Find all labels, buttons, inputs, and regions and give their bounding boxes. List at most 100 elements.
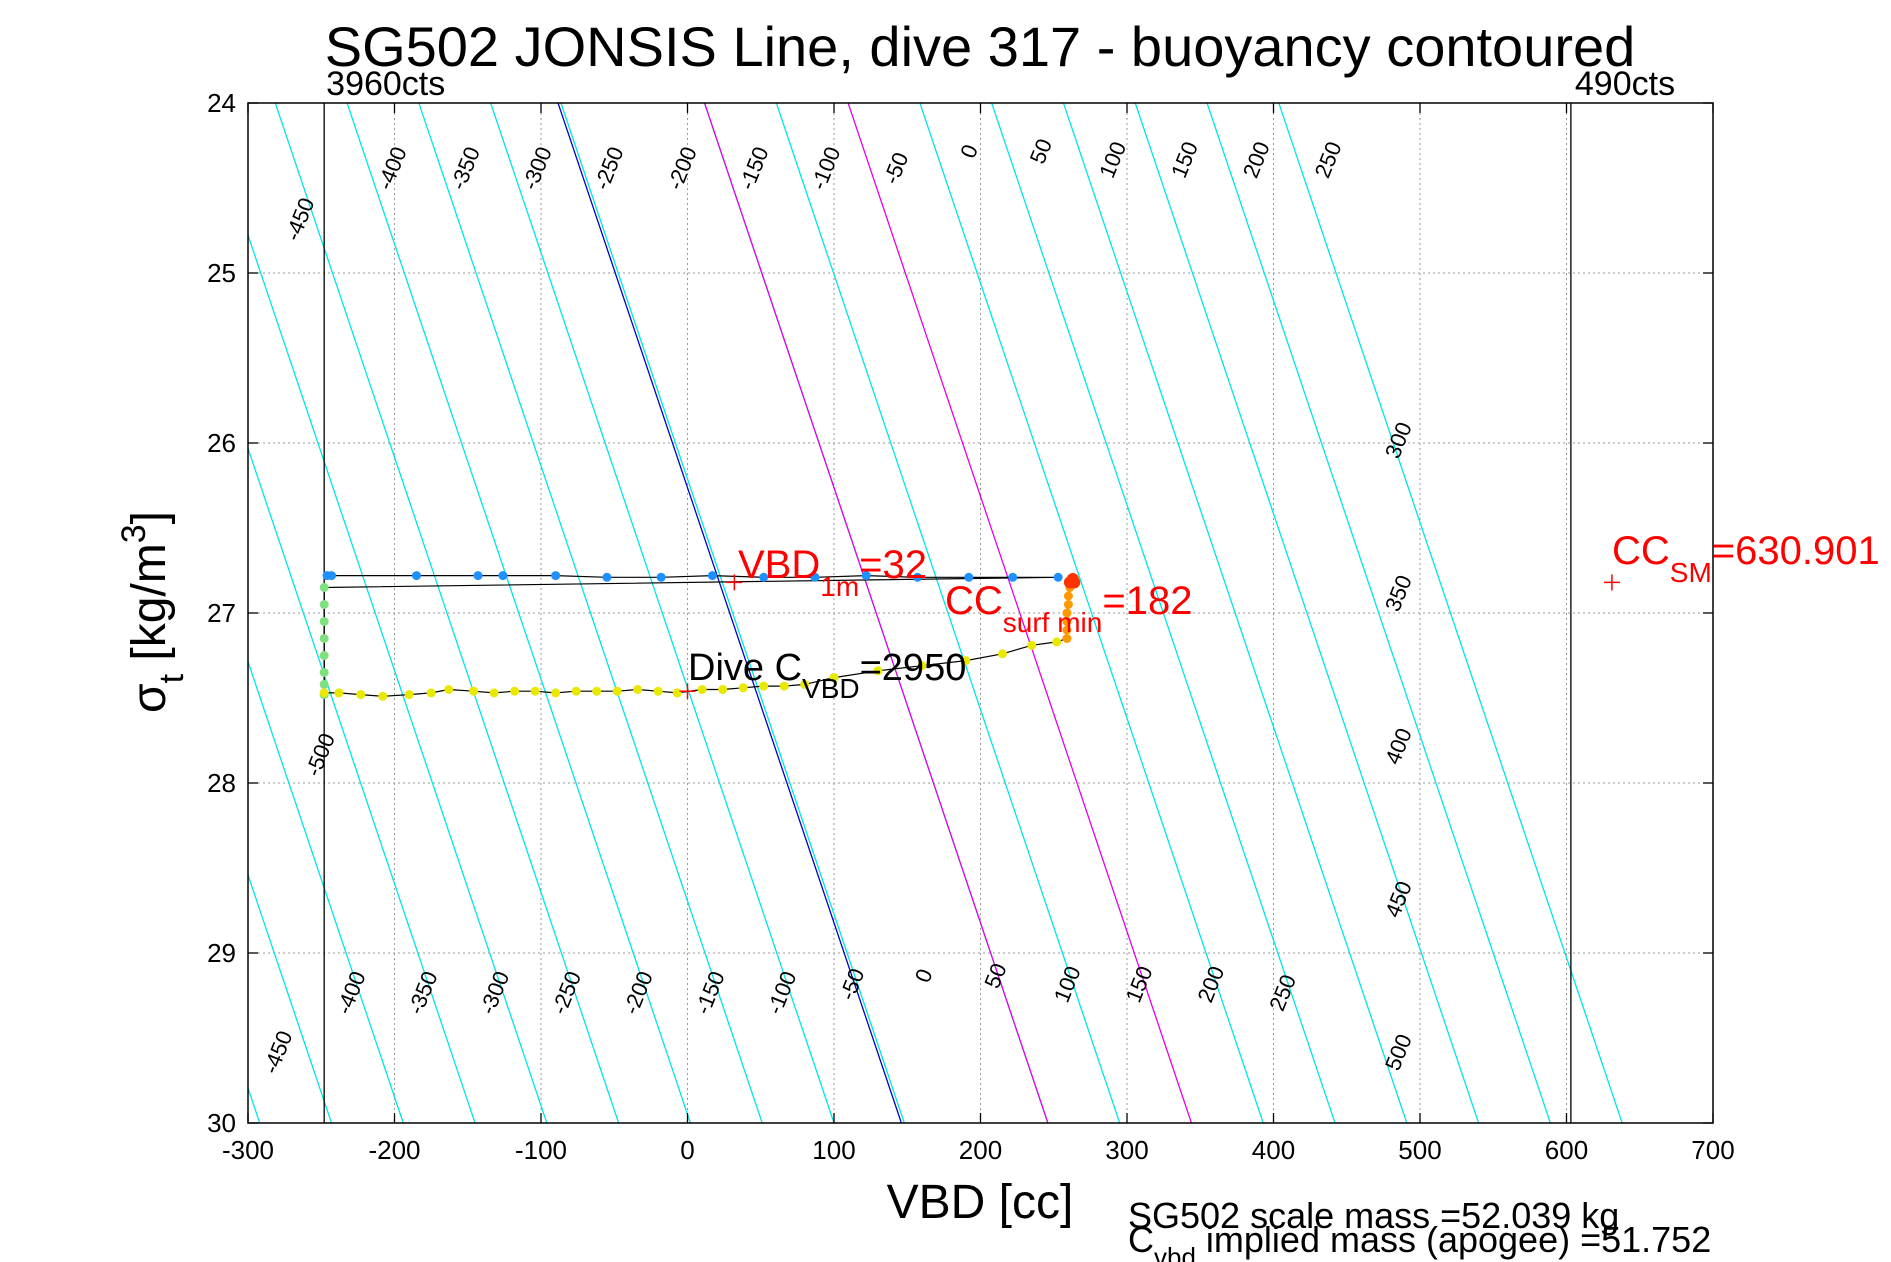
data-point-surface: [1063, 591, 1073, 601]
data-point-ascent: [426, 688, 436, 698]
data-point-ascent: [444, 685, 454, 694]
buoyancy-contours: [248, 103, 1623, 1123]
x-tick-label: 0: [680, 1135, 694, 1165]
contour-line: [248, 233, 548, 1123]
data-point-bottom: [319, 668, 329, 677]
contour-line: [703, 103, 1049, 1123]
data-point-surface: [1062, 625, 1072, 635]
contour-line: [919, 103, 1264, 1123]
data-point-descent: [1053, 572, 1063, 582]
vbd-1m-rest: =32: [859, 543, 927, 587]
y-axis-label-sup: 3: [115, 524, 153, 543]
implied-mass-rest: implied mass (apogee) =51.752: [1196, 1219, 1711, 1260]
implied-mass-main: C: [1128, 1219, 1154, 1260]
data-point-descent: [759, 572, 769, 582]
data-point-ascent: [469, 686, 479, 696]
scale-mass-text: SG502 scale mass =52.039 kg: [1128, 1195, 1619, 1236]
data-point-ascent: [961, 656, 971, 666]
implied-mass-text: Cvbd implied mass (apogee) =51.752: [1128, 1219, 1711, 1262]
data-point-ascent: [917, 661, 927, 671]
contour-label: -350: [445, 143, 485, 193]
cc-sm-sub: SM: [1670, 557, 1712, 588]
cc-surf-min-main: CC: [945, 579, 1003, 623]
data-point-descent: [1008, 572, 1018, 582]
cc-sm-rest: =630.901: [1712, 529, 1880, 573]
x-tick-label: 700: [1691, 1135, 1734, 1165]
contour-label: 450: [1380, 877, 1417, 920]
y-axis-label-rest: [kg/m: [123, 543, 176, 674]
contour-label: 150: [1166, 138, 1203, 181]
contour-line: [775, 103, 1121, 1123]
contour-label: -400: [372, 143, 412, 193]
data-point-ascent: [759, 681, 769, 691]
count-line-label: 490cts: [1575, 65, 1675, 103]
x-tick-label: 100: [812, 1135, 855, 1165]
dive-points: [319, 571, 1081, 701]
data-point-ascent: [1052, 637, 1062, 647]
contour-label: 50: [1025, 135, 1057, 167]
contour-label: 350: [1380, 571, 1417, 614]
contour-label: 500: [1380, 1030, 1417, 1073]
y-axis-label-end: ]: [123, 511, 176, 524]
svg-text:σt [kg/m3]: σt [kg/m3]: [115, 511, 191, 713]
data-point-ascent: [779, 681, 789, 691]
contour-line: [1206, 103, 1552, 1123]
contour-line: [990, 103, 1336, 1123]
x-tick-label: 300: [1105, 1135, 1148, 1165]
contour-labels: -450-400 -350 -300 -250 -200 -150 -100 -50 0 50 10…: [258, 135, 1417, 1077]
contour-label: 50: [979, 960, 1011, 992]
data-point-descent: [411, 571, 421, 581]
contour-label: -50: [834, 965, 869, 1004]
grid-lines: [248, 103, 1713, 1123]
data-point-bottom: [319, 651, 329, 660]
data-point-ascent: [378, 691, 388, 701]
contour-line: [560, 103, 906, 1123]
contour-line: [1278, 103, 1623, 1123]
x-axis-label: VBD [cc]: [887, 1176, 1074, 1229]
contour-label: 100: [1049, 962, 1086, 1005]
data-point-ascent: [319, 688, 329, 698]
contour-label: -300: [517, 143, 557, 193]
data-point-ascent: [653, 686, 663, 696]
y-axis-label-main: σ: [123, 683, 176, 713]
data-point-ascent: [738, 683, 748, 693]
dive-cvbd-sub: VBD: [802, 673, 860, 704]
contour-label: -200: [662, 143, 702, 193]
data-point-ascent: [356, 690, 366, 700]
cc-surf-min-annotation: CCsurf min=182: [945, 579, 1192, 638]
x-tick-label: 200: [959, 1135, 1002, 1165]
y-tick-label: 26: [207, 428, 236, 458]
data-point-descent: [810, 572, 820, 582]
data-point-ascent: [612, 686, 622, 696]
data-point-bottom: [319, 634, 329, 643]
data-point-surface: [1062, 608, 1072, 618]
x-tick-label: 500: [1398, 1135, 1441, 1165]
data-point-bottom: [319, 617, 329, 626]
data-point-ascent: [997, 649, 1007, 659]
y-tick-label: 24: [207, 88, 236, 118]
y-tick-label: 30: [207, 1108, 236, 1138]
data-point-ascent: [489, 688, 499, 698]
dive-cvbd-rest: =2950: [860, 647, 967, 689]
count-lines: 3960cts 490cts: [323, 65, 1675, 1123]
data-point-surface: [1063, 600, 1073, 609]
data-point-bottom: [319, 679, 329, 689]
count-line-label: 3960cts: [326, 65, 445, 103]
data-point-ascent: [404, 690, 414, 700]
x-tick-label: -100: [515, 1135, 567, 1165]
contour-label: 400: [1380, 724, 1417, 767]
data-point-descent: [498, 571, 508, 581]
data-point-surface: [1062, 617, 1072, 626]
contour-label: 250: [1264, 971, 1301, 1014]
cc-surf-min-rest: =182: [1102, 579, 1192, 623]
x-tick-label: -300: [222, 1135, 274, 1165]
data-point-ascent: [697, 685, 707, 694]
data-point-ascent: [633, 685, 643, 694]
data-point-ascent: [718, 685, 728, 694]
data-point-surface-end: [1068, 576, 1081, 589]
contour-label: -150: [734, 143, 774, 193]
contour-line: [274, 103, 620, 1123]
contour-line: [418, 103, 763, 1123]
contour-label: -500: [300, 730, 340, 780]
